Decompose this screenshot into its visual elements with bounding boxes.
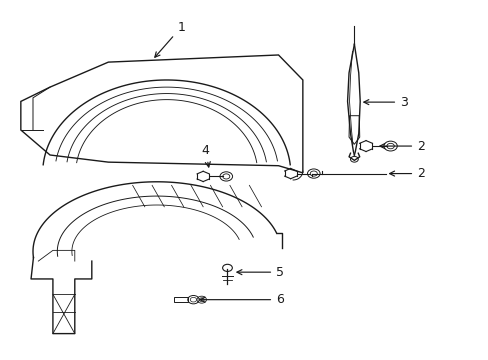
Text: 2: 2 — [379, 140, 424, 153]
Bar — [174, 297, 187, 302]
Text: 2: 2 — [389, 167, 424, 180]
Text: 1: 1 — [155, 21, 185, 57]
Text: 6: 6 — [200, 293, 284, 306]
Text: 5: 5 — [237, 266, 284, 279]
Text: 3: 3 — [363, 96, 407, 109]
Text: 4: 4 — [201, 144, 210, 167]
